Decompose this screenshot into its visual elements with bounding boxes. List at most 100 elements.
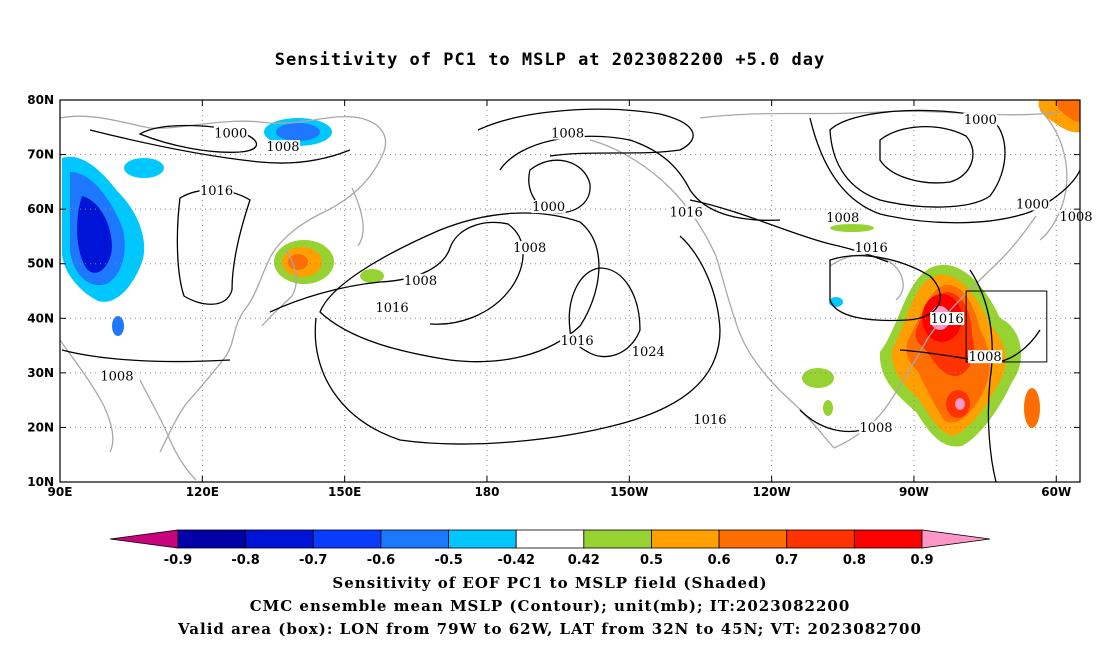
contour-label: 1008	[266, 140, 299, 155]
lon-tick-label: 150E	[328, 485, 361, 499]
contour-1000-canada	[879, 126, 974, 184]
colorbar-swatch	[853, 529, 923, 549]
lat-tick-label: 60N	[27, 202, 54, 216]
positive-sensitivity-core	[1056, 100, 1080, 122]
contour-label-bg	[99, 369, 134, 383]
colorbar-swatch	[312, 529, 382, 549]
contour-label: 1016	[561, 334, 594, 349]
contour-label: 1008	[513, 241, 546, 256]
caption-shaded: Sensitivity of EOF PC1 to MSLP field (Sh…	[332, 574, 768, 592]
colorbar-high-extension	[921, 529, 991, 549]
contour-1016-outer	[314, 235, 721, 445]
caption-valid-area: Valid area (box): LON from 79W to 62W, L…	[178, 620, 922, 638]
contour-label: 1008	[859, 421, 892, 436]
coastline-southeast-asia	[139, 379, 197, 481]
contour-label-bg	[825, 211, 860, 225]
contour-1008-siberia	[89, 129, 351, 164]
colorbar-swatch	[651, 529, 720, 549]
lat-tick-label: 30N	[27, 366, 54, 380]
positive-sensitivity-secondary-max	[955, 398, 965, 410]
colorbar-label: 0.6	[708, 553, 731, 568]
contour-label-bg	[375, 301, 410, 315]
contour-label: 1000	[1016, 197, 1049, 212]
contour-label-bg	[692, 412, 727, 426]
coastline-east-asia	[159, 155, 383, 453]
lon-tick-label: 120W	[752, 485, 790, 499]
contour-label: 1000	[214, 126, 247, 141]
coastline-hudson-bay	[829, 254, 904, 301]
colorbar-label: 0.7	[775, 553, 798, 568]
coastlines	[60, 109, 1068, 481]
coastline-kamchatka	[351, 187, 364, 247]
contour-label: 1016	[376, 301, 409, 316]
map-frame	[59, 99, 1081, 483]
contour-label-bg	[199, 183, 234, 197]
lon-tick-label: 90W	[899, 485, 929, 499]
contour-1000-siberia	[138, 124, 258, 153]
lat-tick-label: 50N	[27, 257, 54, 271]
contour-label-bg	[1015, 197, 1050, 211]
coastline-alaska	[589, 139, 717, 257]
lat-tick-label: 80N	[27, 93, 54, 107]
contour-label-bg	[968, 350, 1003, 364]
sensitivity-shading	[62, 100, 1080, 447]
contour-label: 1008	[969, 350, 1002, 365]
colorbar-swatch	[515, 529, 585, 549]
colorbar-label: -0.7	[299, 553, 327, 568]
colorbar-swatch	[448, 529, 517, 549]
contour-label-bg	[631, 344, 666, 358]
contour-label: 1016	[200, 184, 233, 199]
contour-label-bg	[854, 241, 889, 255]
colorbar-label: -0.42	[497, 553, 534, 568]
negative-sensitivity-spot	[124, 158, 164, 178]
contour-1008-gulf	[499, 135, 781, 221]
contour-label-bg	[265, 140, 300, 154]
negative-sensitivity-core	[276, 123, 320, 141]
contour-label: 1016	[693, 413, 726, 428]
contour-1008-pacific	[269, 221, 524, 325]
contour-label: 1008	[404, 274, 437, 289]
caption-contour: CMC ensemble mean MSLP (Contour); unit(m…	[249, 597, 851, 615]
chart-title: Sensitivity of PC1 to MSLP at 2023082200…	[274, 50, 826, 70]
contour-label: 1008	[1059, 210, 1092, 225]
lon-tick-label: 180	[474, 485, 499, 499]
contour-1000-aleutian	[528, 159, 591, 214]
colorbar-label: 0.8	[843, 553, 866, 568]
colorbar-swatch	[380, 529, 449, 549]
colorbar-swatch	[245, 529, 314, 549]
gridlines	[60, 100, 1080, 482]
lon-tick-label: 120E	[186, 485, 219, 499]
colorbar-label: 0.5	[640, 553, 663, 568]
positive-sensitivity-peak	[288, 254, 308, 270]
contour-1024-high	[568, 267, 641, 358]
contour-label-bg	[213, 126, 248, 140]
colorbar-label: -0.6	[367, 553, 395, 568]
positive-sensitivity-spot	[360, 269, 384, 283]
contour-label: 1000	[964, 113, 997, 128]
colorbar-swatch	[177, 529, 247, 549]
contour-1016-atlantic	[969, 269, 997, 482]
contour-label-bg	[669, 205, 704, 219]
contour-label-bg	[512, 241, 547, 255]
contour-label: 1016	[855, 241, 888, 256]
colorbar-low-extension	[109, 529, 179, 549]
contour-label-bg	[859, 421, 893, 435]
contour-label-bg	[550, 126, 585, 140]
lon-tick-label: 150W	[610, 485, 648, 499]
contour-1016-east-us	[829, 255, 941, 322]
colorbar-swatch	[718, 529, 788, 549]
lon-tick-label: 90E	[48, 485, 73, 499]
contour-label: 1024	[632, 345, 665, 360]
negative-sensitivity-peak	[77, 196, 112, 273]
contour-labels: 1000 1008 1016 1008 1008 1016 1008 1000 1008 1016…	[99, 112, 1093, 436]
coastline-india	[60, 339, 114, 453]
lon-tick-label: 60W	[1041, 485, 1071, 499]
valid-area-box	[965, 290, 1048, 363]
coastline-arctic-america	[699, 110, 1061, 119]
contour-label: 1008	[551, 126, 584, 141]
positive-sensitivity-spot	[802, 368, 834, 388]
lat-tick-label: 10N	[27, 475, 54, 489]
colorbar-label: -0.8	[231, 553, 259, 568]
contour-label: 1008	[826, 211, 859, 226]
